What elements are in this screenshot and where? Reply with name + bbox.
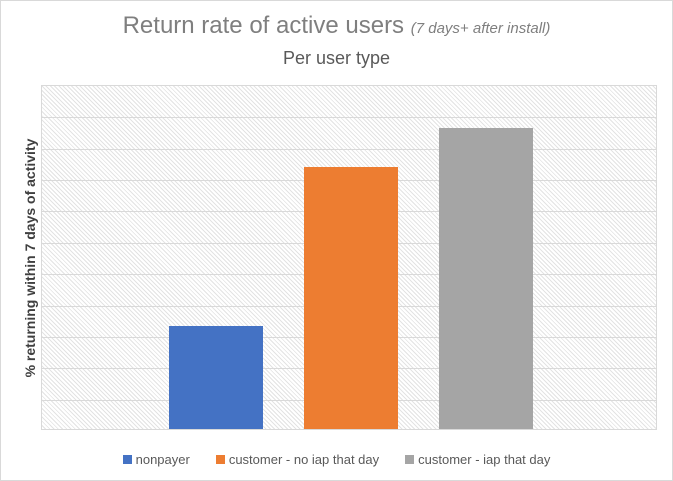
legend-label: customer - iap that day	[418, 452, 551, 467]
gridline	[42, 117, 656, 119]
legend-item: customer - iap that day	[405, 452, 550, 467]
legend-label: nonpayer	[135, 452, 190, 467]
gridline	[42, 148, 656, 150]
legend-item: customer - no iap that day	[215, 452, 380, 467]
bar-1	[169, 325, 263, 429]
legend-swatch	[122, 455, 132, 464]
legend-swatch	[215, 455, 225, 464]
chart-subtitle: Per user type	[282, 48, 391, 68]
plot-area	[41, 85, 657, 430]
legend-swatch	[405, 455, 415, 464]
bar-2	[304, 167, 398, 429]
y-axis-label: % returning within 7 days of activity	[22, 138, 38, 378]
chart-title-main: Return rate of active users	[122, 12, 405, 39]
legend: nonpayer customer - no iap that day custom…	[0, 452, 673, 467]
legend-label: customer - no iap that day	[228, 452, 380, 467]
legend-item: nonpayer	[122, 452, 190, 467]
chart-title: Return rate of active users (7 days+ aft…	[0, 12, 673, 40]
chart-title-suffix: (7 days+ after install)	[410, 20, 551, 37]
bar-3	[439, 127, 533, 429]
